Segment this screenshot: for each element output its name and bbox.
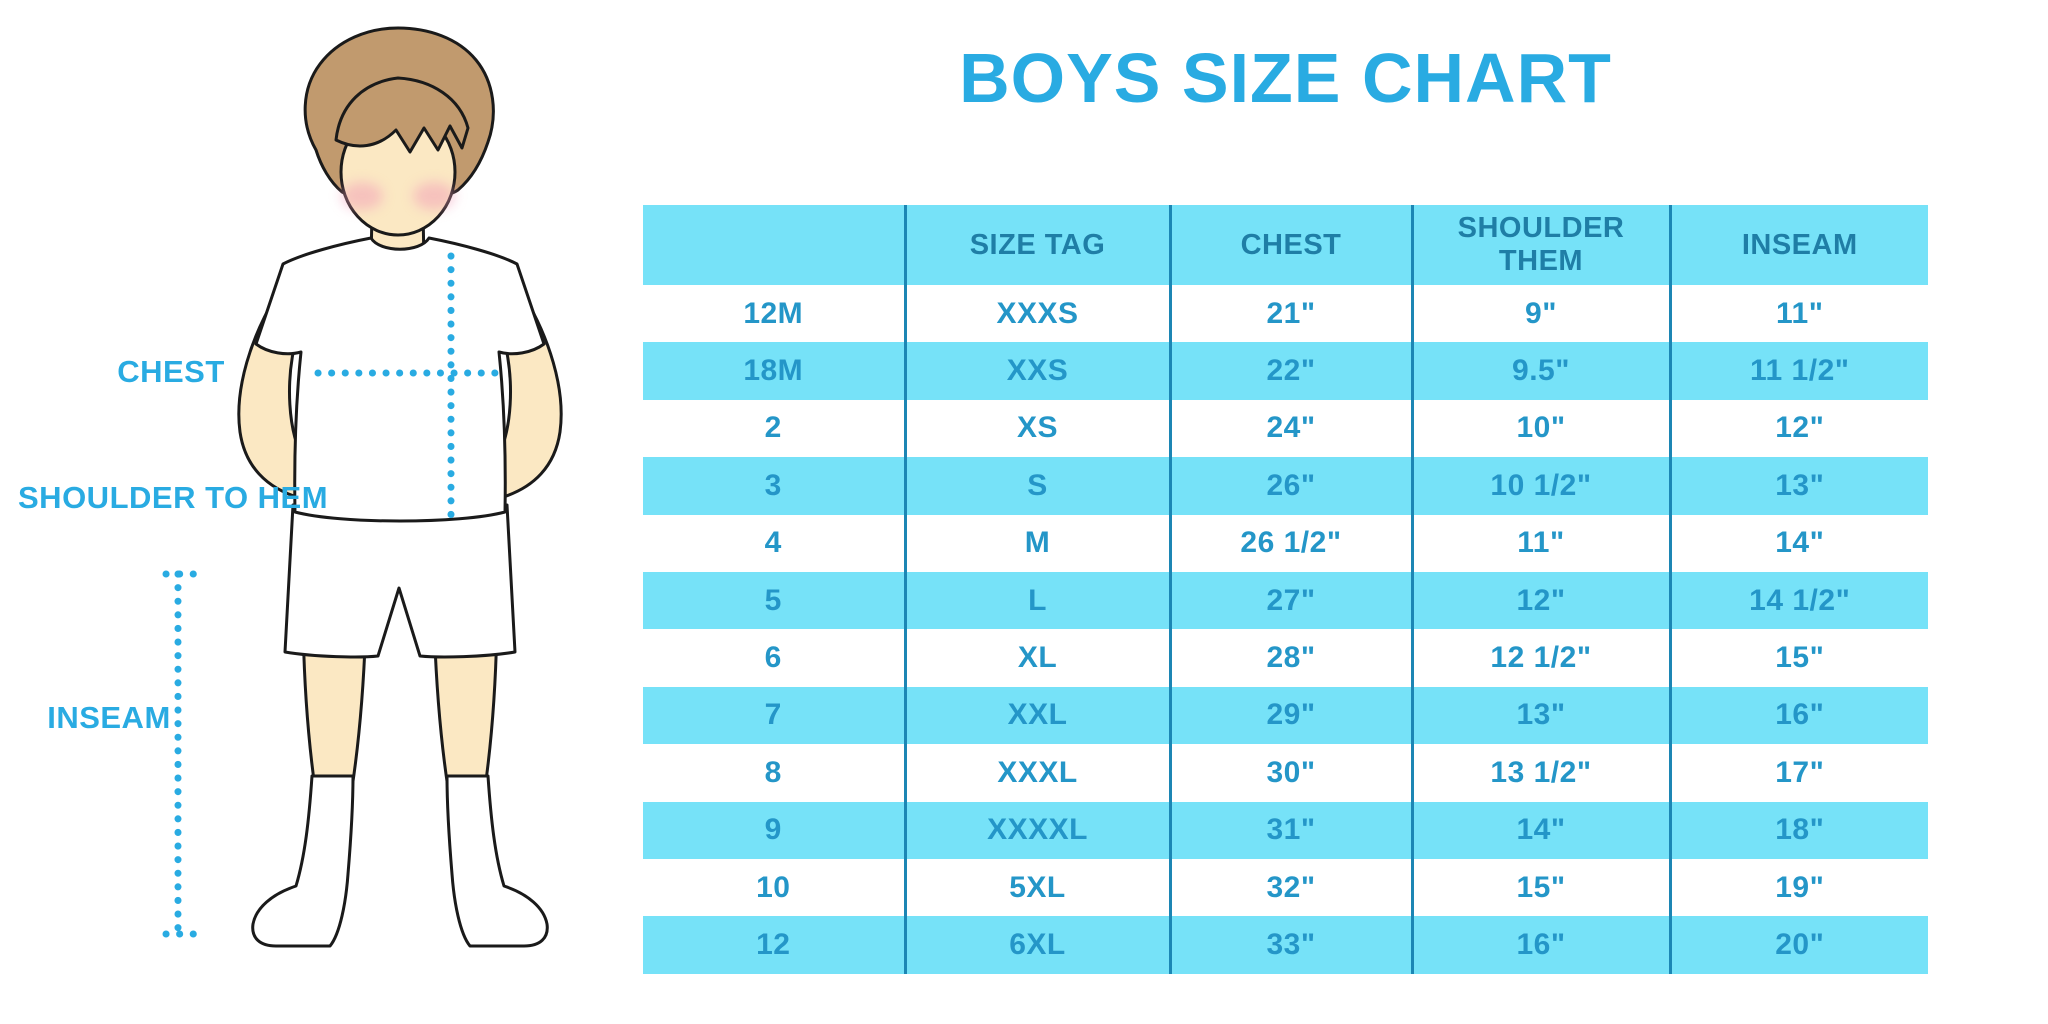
- cell-size-tag: XXXXL: [903, 801, 1170, 859]
- table-header-cell-shoulder: SHOULDER THEM: [1410, 205, 1670, 285]
- cell-size-tag: M: [903, 514, 1170, 572]
- cell-size-tag: XXL: [903, 686, 1170, 745]
- cell-size: 4: [764, 526, 782, 560]
- cell-size: 12: [756, 927, 791, 961]
- table-row: 10 5XL 32" 15" 19": [643, 858, 1928, 917]
- table-row: 2 XS 24" 10" 12": [643, 399, 1928, 458]
- table-row: 4 M 26 1/2" 11" 14": [643, 514, 1928, 572]
- cell-chest: 24": [1168, 399, 1412, 458]
- cell-size-tag: XS: [903, 399, 1170, 458]
- cell-chest: 32": [1168, 858, 1412, 917]
- cell-chest: 29": [1168, 686, 1412, 745]
- table-header-cell-size-tag: SIZE TAG: [903, 205, 1170, 285]
- boy-measurement-illustration: [162, 26, 563, 948]
- cell-size: 8: [764, 755, 782, 789]
- cell-shoulder: 11": [1410, 514, 1670, 572]
- cell-size: 6: [764, 641, 782, 675]
- cell-size: 5: [764, 583, 782, 617]
- shorts: [283, 503, 517, 659]
- table-row: 18M XXS 22" 9.5" 11 1/2": [643, 342, 1928, 400]
- table-row: 6 XL 28" 12 1/2" 15": [643, 629, 1928, 687]
- cell-chest: 21": [1168, 285, 1412, 343]
- cell-shoulder: 16": [1410, 916, 1670, 974]
- cell-size: 2: [764, 411, 782, 445]
- chest-label: CHEST: [117, 354, 225, 389]
- right-cheek: [413, 182, 455, 210]
- cell-inseam: 17": [1668, 744, 1928, 802]
- cell-inseam: 19": [1668, 858, 1928, 917]
- table-row: 3 S 26" 10 1/2" 13": [643, 457, 1928, 515]
- size-table: SIZE TAG CHEST SHOULDER THEM INSEAM 12M …: [643, 205, 1928, 974]
- cell-size-tag: 5XL: [903, 858, 1170, 917]
- table-row: 5 L 27" 12" 14 1/2": [643, 571, 1928, 630]
- cell-size: 10: [756, 870, 791, 904]
- left-cheek: [341, 182, 383, 210]
- cell-shoulder: 10": [1410, 399, 1670, 458]
- cell-chest: 27": [1168, 571, 1412, 630]
- cell-size: 7: [764, 698, 782, 732]
- cell-chest: 26": [1168, 457, 1412, 515]
- cell-size: 3: [764, 468, 782, 502]
- cell-chest: 26 1/2": [1168, 514, 1412, 572]
- cell-shoulder: 10 1/2": [1410, 457, 1670, 515]
- cell-chest: 31": [1168, 801, 1412, 859]
- hair-fringe: [334, 76, 470, 154]
- table-header-cell-size: [643, 205, 905, 285]
- cell-shoulder: 14": [1410, 801, 1670, 859]
- cell-inseam: 15": [1668, 629, 1928, 687]
- cell-chest: 22": [1168, 342, 1412, 400]
- table-row: 12M XXXS 21" 9" 11": [643, 285, 1928, 343]
- left-sock: [251, 774, 355, 948]
- cell-inseam: 12": [1668, 399, 1928, 458]
- cell-chest: 30": [1168, 744, 1412, 802]
- right-sock: [445, 774, 549, 948]
- inseam-label: INSEAM: [47, 700, 171, 735]
- table-row: 9 XXXXL 31" 14" 18": [643, 801, 1928, 859]
- cell-shoulder: 13 1/2": [1410, 744, 1670, 802]
- cell-inseam: 13": [1668, 457, 1928, 515]
- cell-inseam: 14 1/2": [1668, 571, 1928, 630]
- table-header-row: SIZE TAG CHEST SHOULDER THEM INSEAM: [643, 205, 1928, 285]
- table-row: 7 XXL 29" 13" 16": [643, 686, 1928, 745]
- cell-shoulder: 12": [1410, 571, 1670, 630]
- shoulder-to-hem-label: SHOULDER TO HEM: [18, 480, 329, 515]
- cell-size-tag: XXXL: [903, 744, 1170, 802]
- cell-size: 18M: [743, 354, 804, 388]
- cell-inseam: 16": [1668, 686, 1928, 745]
- cell-chest: 33": [1168, 916, 1412, 974]
- cell-size-tag: S: [903, 457, 1170, 515]
- cell-chest: 28": [1168, 629, 1412, 687]
- cell-size-tag: XL: [903, 629, 1170, 687]
- table-header-cell-inseam: INSEAM: [1668, 205, 1928, 285]
- cell-size-tag: 6XL: [903, 916, 1170, 974]
- table-row: 12 6XL 33" 16" 20": [643, 916, 1928, 974]
- cell-size-tag: L: [903, 571, 1170, 630]
- cell-inseam: 11": [1668, 285, 1928, 343]
- cell-inseam: 20": [1668, 916, 1928, 974]
- cell-shoulder: 12 1/2": [1410, 629, 1670, 687]
- cell-inseam: 18": [1668, 801, 1928, 859]
- table-header-cell-chest: CHEST: [1168, 205, 1412, 285]
- cell-shoulder: 9.5": [1410, 342, 1670, 400]
- cell-size: 12M: [743, 296, 804, 330]
- cell-shoulder: 9": [1410, 285, 1670, 343]
- cell-shoulder: 15": [1410, 858, 1670, 917]
- cell-inseam: 11 1/2": [1668, 342, 1928, 400]
- cell-size: 9: [764, 813, 782, 847]
- cell-size-tag: XXS: [903, 342, 1170, 400]
- cell-shoulder: 13": [1410, 686, 1670, 745]
- cell-inseam: 14": [1668, 514, 1928, 572]
- table-row: 8 XXXL 30" 13 1/2" 17": [643, 744, 1928, 802]
- cell-size-tag: XXXS: [903, 285, 1170, 343]
- t-shirt: [254, 236, 546, 523]
- page-title: BOYS SIZE CHART: [959, 39, 1612, 117]
